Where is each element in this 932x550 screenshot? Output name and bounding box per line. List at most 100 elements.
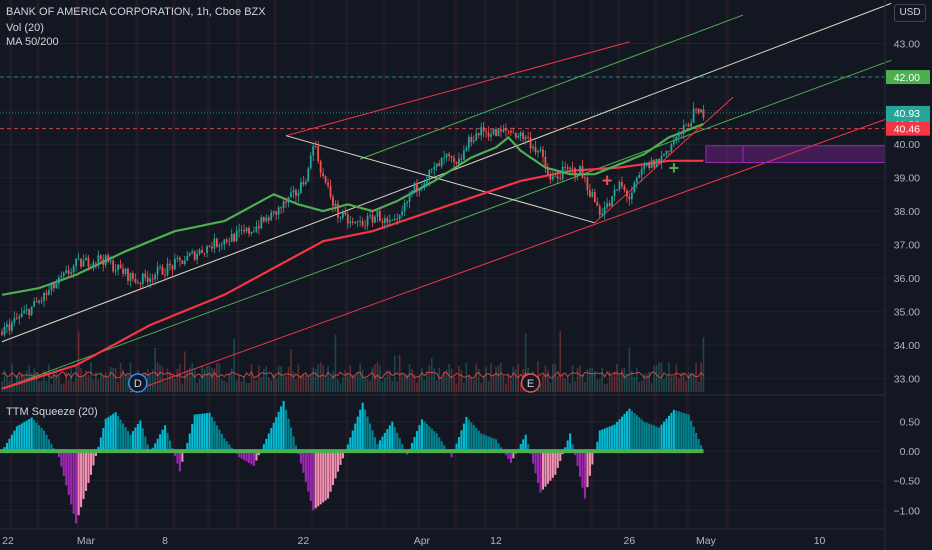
squeeze-bar — [270, 428, 273, 452]
candle-body — [104, 255, 107, 265]
event-marker[interactable]: E — [520, 373, 541, 393]
squeeze-bar — [608, 426, 611, 452]
candle-body — [692, 108, 695, 123]
candle-body — [374, 216, 376, 223]
candle-body — [702, 109, 705, 118]
volume-bar — [218, 363, 221, 392]
squeeze-bar — [581, 451, 584, 488]
candle-body — [564, 166, 567, 168]
volume-bar — [107, 378, 110, 392]
candle-body — [638, 175, 641, 179]
volume-bar — [423, 380, 426, 392]
volume-bar — [322, 365, 324, 392]
volume-bar — [13, 382, 16, 392]
candle-body — [327, 182, 329, 186]
candle-body — [381, 221, 384, 223]
candle-body — [287, 197, 290, 203]
squeeze-bar — [613, 424, 616, 452]
candle-body — [369, 215, 371, 217]
squeeze-bar — [376, 444, 379, 452]
squeeze-bar — [144, 436, 147, 452]
candle-body — [677, 132, 680, 137]
candle-body — [695, 108, 697, 110]
candle-body — [346, 214, 349, 224]
event-marker[interactable]: D — [128, 373, 148, 393]
squeeze-bar — [371, 430, 374, 452]
candle-body — [161, 266, 164, 275]
candle-body — [238, 230, 241, 232]
candle-body — [240, 229, 243, 231]
candle-body — [299, 182, 302, 194]
candle-body — [371, 215, 374, 223]
volume-bar — [260, 377, 263, 392]
volume-series — [1, 330, 705, 392]
candle-body — [495, 129, 497, 137]
squeeze-bar — [638, 417, 641, 452]
squeeze-bar — [598, 430, 601, 452]
candle-body — [359, 221, 362, 222]
volume-bar — [95, 371, 97, 392]
candle-body — [72, 266, 75, 273]
cross-marker-up: + — [669, 158, 680, 178]
volume-bar — [174, 378, 176, 392]
candle-body — [537, 150, 539, 153]
squeeze-bar — [42, 430, 46, 452]
session-marker — [9, 0, 13, 528]
volume-bar — [571, 365, 574, 392]
volume-bar — [574, 381, 576, 392]
volume-bar — [685, 380, 687, 392]
squeeze-bar — [460, 430, 463, 452]
volume-bar — [564, 378, 566, 392]
candle-body — [364, 225, 366, 227]
volume-bar — [151, 369, 154, 392]
volume-bar — [359, 363, 361, 392]
candle-body — [682, 125, 685, 135]
volume-bar — [598, 379, 601, 392]
volume-bar — [176, 368, 179, 392]
squeeze-bar — [467, 419, 470, 452]
candle-body — [90, 266, 92, 268]
volume-bar — [263, 369, 265, 392]
candle-body — [480, 127, 483, 136]
squeeze-bar — [102, 428, 105, 452]
candle-body — [448, 153, 450, 156]
squeeze-bar — [495, 439, 498, 452]
squeeze-bar — [122, 423, 125, 452]
squeeze-bar — [677, 411, 680, 452]
volume-bar — [104, 372, 107, 392]
volume-bar — [490, 363, 492, 392]
squeeze-bar — [322, 451, 325, 503]
candle-body — [356, 221, 359, 223]
candle-body — [15, 318, 18, 319]
candle-body — [25, 309, 28, 311]
squeeze-bar — [680, 412, 683, 452]
volume-bar — [635, 367, 638, 392]
squeeze-bar — [522, 439, 525, 452]
candle-body — [6, 324, 8, 327]
squeeze-bar — [161, 429, 164, 452]
squeeze-bar — [173, 451, 176, 456]
squeeze-bar — [255, 451, 258, 461]
candle-body — [460, 158, 463, 160]
volume-bar — [62, 383, 65, 392]
candle-body — [60, 276, 63, 278]
volume-bar — [495, 366, 497, 392]
candle-body — [685, 124, 688, 126]
candle-body — [467, 136, 470, 149]
candle-body — [613, 189, 616, 197]
squeeze-bar — [645, 422, 648, 452]
candle-body — [668, 150, 670, 152]
candle-body — [507, 130, 510, 132]
drawing-objects[interactable] — [1, 2, 892, 393]
volume-bar — [312, 367, 315, 392]
squeeze-bar — [596, 441, 599, 452]
squeeze-bar — [327, 451, 330, 499]
volume-bar — [169, 371, 171, 392]
price-tick-label: 37.00 — [894, 240, 920, 252]
candle-body — [406, 202, 408, 204]
squeeze-bar — [198, 413, 201, 452]
currency-badge[interactable]: USD — [894, 4, 926, 22]
volume-bar — [67, 379, 70, 392]
volume-bar — [443, 371, 445, 392]
